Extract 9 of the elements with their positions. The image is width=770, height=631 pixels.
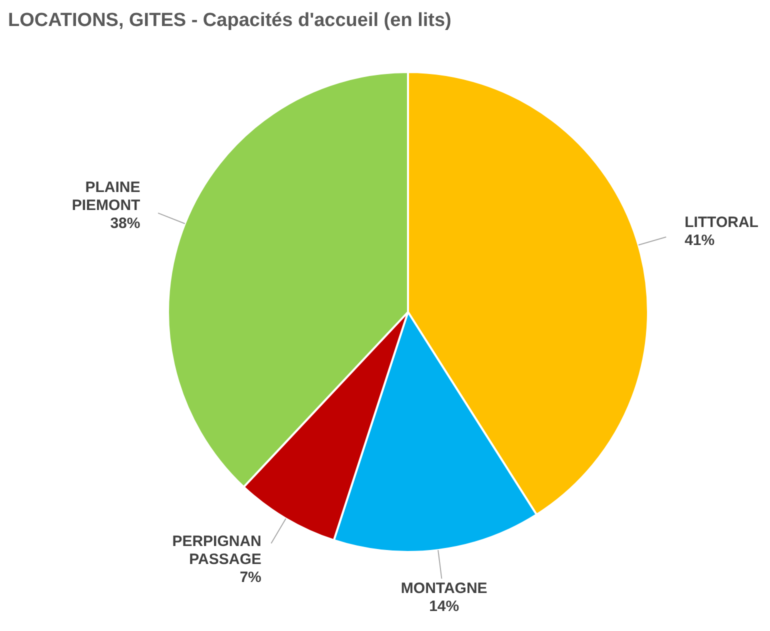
data-label: 7% [240, 569, 262, 586]
data-label: 14% [429, 598, 460, 615]
data-label: 38% [110, 215, 140, 232]
slice-label: PERPIGNAN PASSAGE [172, 533, 262, 568]
data-label: 41% [684, 232, 715, 249]
slice-label: MONTAGNE [400, 580, 488, 597]
slice-label: PLAINE PIEMONT [72, 179, 140, 214]
slice-label: LITTORAL [684, 214, 758, 231]
chart-title: LOCATIONS, GITES - Capacités d'accueil (en lits) [7, 9, 452, 31]
